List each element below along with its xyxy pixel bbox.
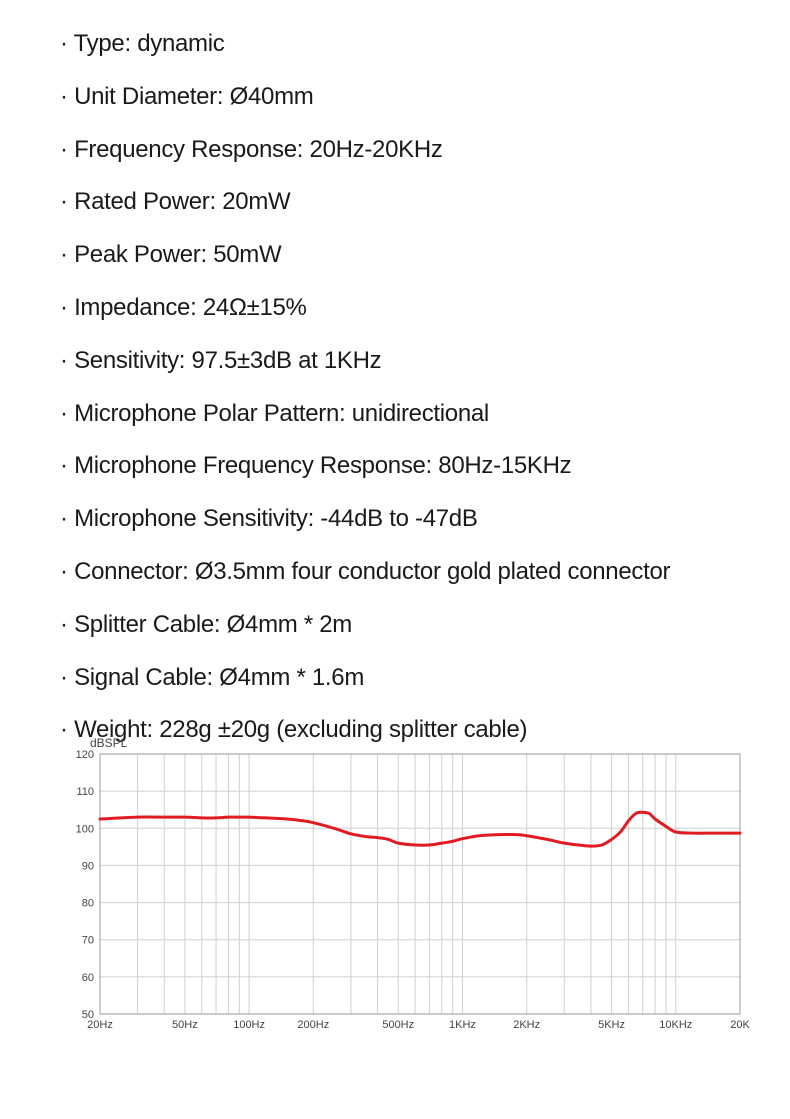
spec-item: Microphone Frequency Response: 80Hz-15KH… xyxy=(60,452,730,481)
svg-text:500Hz: 500Hz xyxy=(382,1019,414,1031)
spec-item: Impedance: 24Ω±15% xyxy=(60,294,730,323)
svg-text:100: 100 xyxy=(76,823,94,835)
spec-item: Frequency Response: 20Hz-20KHz xyxy=(60,136,730,165)
spec-item: Type: dynamic xyxy=(60,30,730,59)
spec-item: Peak Power: 50mW xyxy=(60,241,730,270)
svg-text:2KHz: 2KHz xyxy=(513,1019,540,1031)
spec-item: Signal Cable: Ø4mm * 1.6m xyxy=(60,664,730,693)
svg-text:90: 90 xyxy=(82,860,94,872)
y-axis-unit-label: dBSPL xyxy=(90,736,127,750)
spec-item: Microphone Sensitivity: -44dB to -47dB xyxy=(60,505,730,534)
svg-text:20K: 20K xyxy=(730,1019,750,1031)
spec-item: Connector: Ø3.5mm four conductor gold pl… xyxy=(60,558,730,587)
svg-text:10KHz: 10KHz xyxy=(659,1019,692,1031)
svg-text:80: 80 xyxy=(82,898,94,910)
spec-item: Splitter Cable: Ø4mm * 2m xyxy=(60,611,730,640)
frequency-response-chart: dBSPL 506070809010011012020Hz50Hz100Hz20… xyxy=(40,740,750,1040)
spec-item: Unit Diameter: Ø40mm xyxy=(60,83,730,112)
svg-text:120: 120 xyxy=(76,749,94,761)
spec-list: Type: dynamic Unit Diameter: Ø40mm Frequen… xyxy=(60,30,730,745)
svg-text:60: 60 xyxy=(82,972,94,984)
svg-text:1KHz: 1KHz xyxy=(449,1019,476,1031)
svg-text:70: 70 xyxy=(82,935,94,947)
svg-text:100Hz: 100Hz xyxy=(233,1019,265,1031)
svg-text:200Hz: 200Hz xyxy=(297,1019,329,1031)
svg-text:5KHz: 5KHz xyxy=(598,1019,625,1031)
spec-item: Rated Power: 20mW xyxy=(60,188,730,217)
svg-text:110: 110 xyxy=(76,786,94,798)
svg-text:50Hz: 50Hz xyxy=(172,1019,198,1031)
svg-text:20Hz: 20Hz xyxy=(87,1019,113,1031)
chart-svg: 506070809010011012020Hz50Hz100Hz200Hz500… xyxy=(40,740,750,1040)
spec-item: Microphone Polar Pattern: unidirectional xyxy=(60,400,730,429)
spec-item: Sensitivity: 97.5±3dB at 1KHz xyxy=(60,347,730,376)
